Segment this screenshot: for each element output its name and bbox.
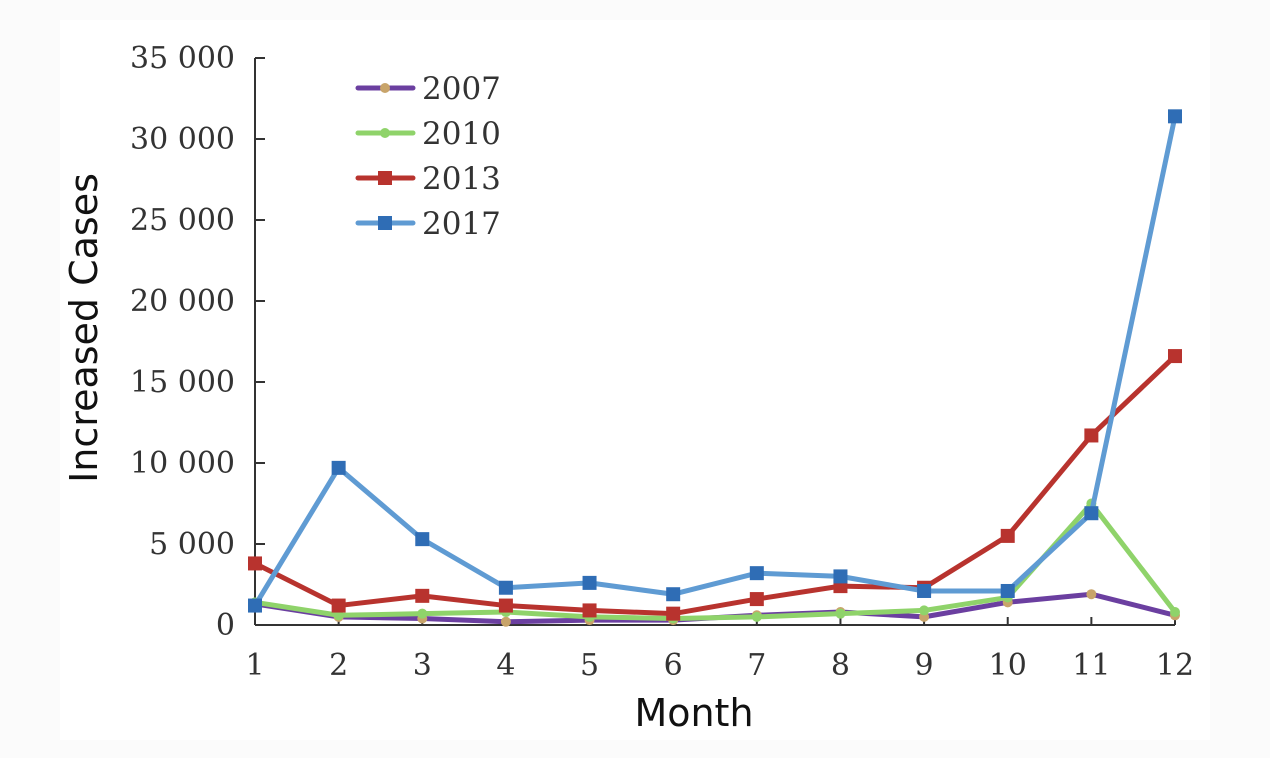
data-point-2007: [1086, 589, 1097, 600]
data-point-2013: [666, 606, 681, 621]
data-point-2010: [333, 610, 344, 621]
legend: 2007 2010 2013 2017: [355, 71, 501, 242]
data-point-2013: [331, 598, 346, 613]
data-point-2017: [749, 566, 764, 581]
data-point-2017: [248, 598, 262, 613]
data-point-2017: [582, 575, 597, 590]
x-tick-label: 1: [245, 648, 264, 683]
data-point-2013: [248, 556, 262, 571]
data-point-2017: [331, 460, 346, 475]
series-lines: [248, 109, 1182, 627]
x-tick-label: 4: [496, 648, 515, 683]
series-line-2017: [252, 113, 1178, 609]
series-2017: [248, 109, 1182, 613]
data-point-2013: [1168, 349, 1182, 364]
legend-swatch-marker: [380, 128, 390, 138]
y-tick-label: 0: [216, 608, 235, 643]
legend-swatch-marker: [378, 216, 392, 230]
axes: 0 5 000 10 000 15 000 20 000 25 000 30 000 35 0…: [130, 41, 1194, 683]
data-point-2013: [1000, 528, 1015, 543]
data-point-2017: [666, 587, 681, 602]
x-tick-label: 10: [989, 648, 1027, 683]
data-point-2017: [415, 532, 430, 547]
x-tick-label: 2: [329, 648, 348, 683]
legend-label: 2017: [422, 206, 501, 242]
data-point-2010: [835, 608, 846, 619]
series-line-2013: [252, 353, 1178, 617]
x-tick-label: 5: [580, 648, 599, 683]
y-tick-label: 5 000: [149, 527, 235, 562]
legend-swatch-marker: [380, 83, 390, 93]
x-tick-label: 8: [831, 648, 850, 683]
data-point-2013: [1084, 428, 1099, 443]
x-tick-label: 9: [915, 648, 934, 683]
data-point-2013: [498, 598, 513, 613]
legend-label: 2013: [422, 161, 501, 197]
x-tick-label: 6: [664, 648, 683, 683]
data-point-2010: [919, 605, 930, 616]
y-tick-label: 35 000: [130, 41, 235, 76]
x-tick-label: 11: [1072, 648, 1110, 683]
data-point-2013: [582, 603, 597, 618]
legend-item-2017: 2017: [355, 206, 501, 242]
legend-label: 2007: [422, 71, 501, 107]
data-point-2017: [1000, 583, 1015, 598]
x-tick-label: 7: [747, 648, 766, 683]
y-tick-label: 25 000: [130, 203, 235, 238]
y-tick-label: 30 000: [130, 122, 235, 157]
data-point-2017: [917, 583, 932, 598]
y-axis-title: Increased Cases: [62, 173, 106, 483]
x-tick-label: 3: [413, 648, 432, 683]
legend-item-2010: 2010: [355, 116, 501, 152]
data-point-2017: [1084, 506, 1099, 521]
legend-item-2007: 2007: [355, 71, 501, 107]
data-point-2013: [749, 592, 764, 607]
y-tick-label: 10 000: [130, 446, 235, 481]
series-line-2010: [252, 501, 1178, 622]
data-point-2017: [498, 580, 513, 595]
data-point-2010: [1170, 607, 1180, 618]
legend-label: 2010: [422, 116, 501, 152]
y-tick-label: 20 000: [130, 284, 235, 319]
data-point-2017: [833, 569, 848, 584]
legend-swatch-marker: [378, 171, 392, 185]
data-point-2013: [415, 588, 430, 603]
data-point-2010: [417, 608, 428, 619]
x-axis-title: Month: [634, 691, 753, 735]
data-point-2017: [1168, 109, 1182, 124]
y-tick-label: 15 000: [130, 365, 235, 400]
series-2013: [248, 349, 1182, 621]
legend-item-2013: 2013: [355, 161, 501, 197]
data-point-2010: [751, 611, 762, 622]
data-point-2007: [500, 616, 511, 627]
x-tick-label: 12: [1156, 648, 1194, 683]
